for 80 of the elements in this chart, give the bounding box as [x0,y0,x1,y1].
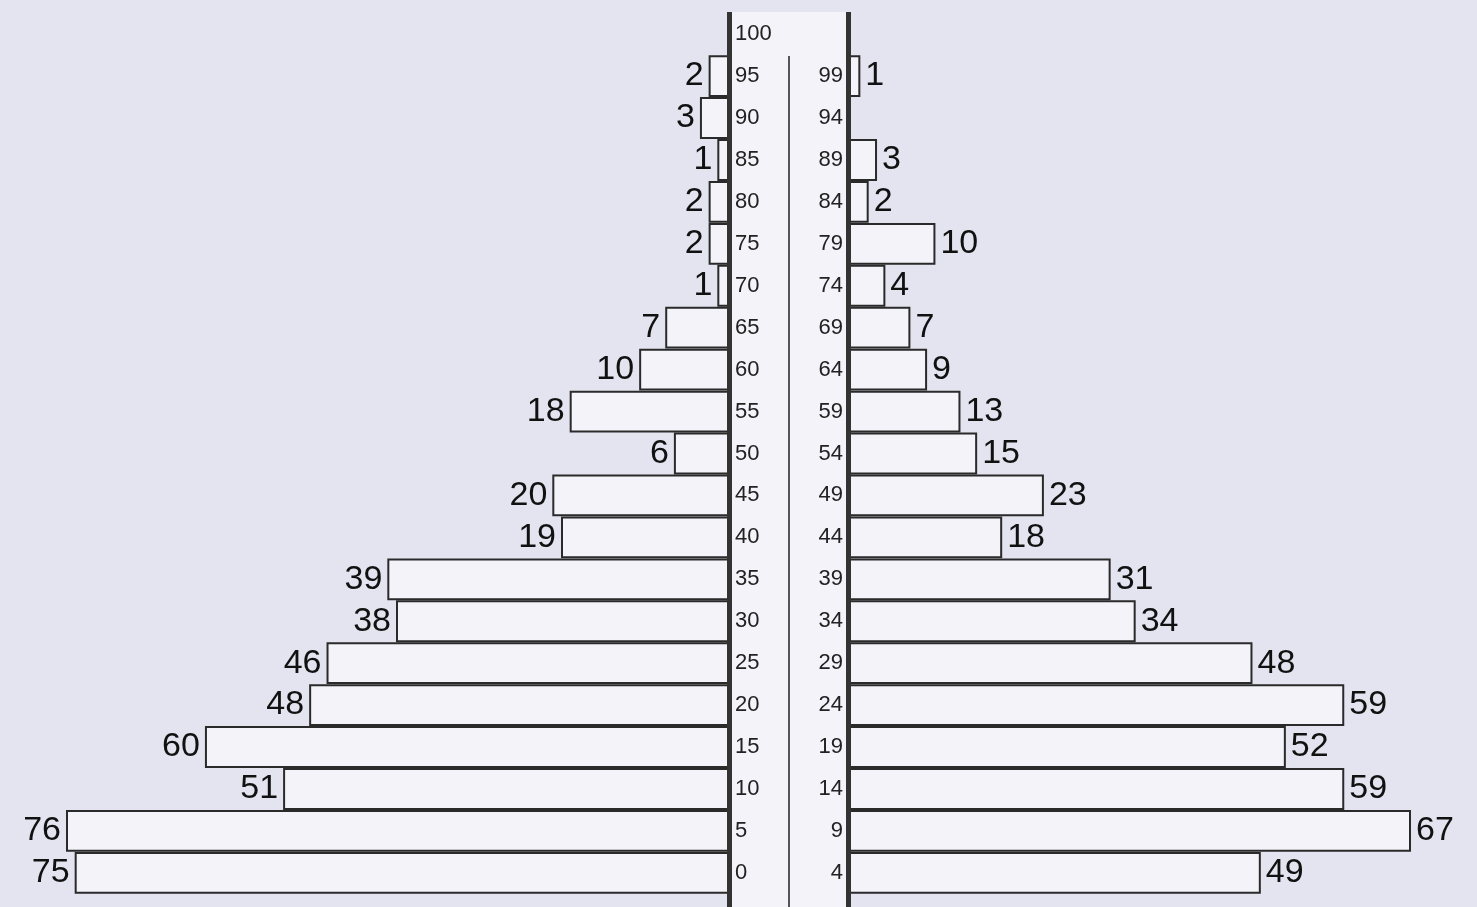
data-label: 10 [940,222,979,261]
y-tick-label: 34 [818,607,843,633]
y-tick-label: 95 [735,62,760,88]
data-label: 48 [266,683,305,722]
y-tick-label: 30 [735,607,760,633]
y-tick-label: 100 [735,20,772,46]
data-label: 76 [23,809,61,848]
y-tick-label: 59 [818,397,843,423]
y-tick-label: 84 [818,187,843,213]
data-label: 2 [873,180,893,219]
data-label: 18 [526,389,565,428]
y-tick-label: 79 [818,229,843,255]
y-tick-label: 55 [735,397,760,423]
y-tick-label: 14 [818,775,843,801]
data-label: 46 [283,641,322,680]
data-label: 18 [1007,515,1046,554]
data-label: 60 [162,725,200,764]
y-tick-label: 29 [818,649,843,675]
y-tick-label: 74 [818,271,843,297]
data-label: 31 [1115,557,1154,596]
y-tick-label: 44 [818,523,843,549]
data-label: 15 [982,431,1020,470]
data-label: 67 [1416,809,1454,848]
y-tick-label: 39 [818,565,843,591]
data-label: 3 [676,96,695,135]
data-label: 59 [1349,767,1388,806]
y-tick-label: 50 [735,439,760,465]
data-label: 2 [684,180,704,219]
data-label: 2 [684,222,704,261]
data-label: 59 [1349,683,1388,722]
y-tick-label: 70 [735,271,760,297]
y-tick-label: 10 [735,775,760,801]
data-label: 7 [641,306,661,345]
data-label: 2 [684,54,704,93]
data-label: 49 [1265,851,1304,890]
y-tick-label: 89 [818,146,843,172]
y-tick-label: 35 [735,565,760,591]
data-label: 23 [1048,473,1087,512]
y-tick-label: 5 [735,816,748,842]
y-tick-label: 49 [818,481,843,507]
data-label: 4 [890,264,910,303]
data-label: 9 [932,348,952,387]
data-label: 19 [518,515,556,554]
y-tick-label: 15 [735,733,760,759]
data-label: 10 [596,348,635,387]
y-tick-label: 20 [735,691,760,717]
y-tick-label: 99 [818,62,843,88]
y-tick-label: 24 [818,691,843,717]
data-label: 38 [353,599,391,638]
y-tick-label: 9 [830,816,843,842]
y-tick-label: 94 [818,104,843,130]
y-tick-label: 54 [818,439,843,465]
y-tick-label: 85 [735,146,760,172]
data-label: 52 [1290,725,1329,764]
y-tick-label: 60 [735,355,760,381]
y-tick-label: 80 [735,187,760,213]
y-tick-label: 65 [735,313,760,339]
y-tick-label: 64 [818,355,843,381]
data-label: 3 [882,138,901,177]
data-label: 39 [344,557,383,596]
data-label: 7 [915,306,935,345]
data-label: 13 [965,389,1004,428]
y-tick-label: 40 [735,523,760,549]
data-label: 48 [1257,641,1296,680]
data-label: 1 [865,54,885,93]
y-tick-label: 19 [818,733,843,759]
y-tick-label: 0 [735,858,748,884]
data-label: 34 [1140,599,1179,638]
y-tick-label: 4 [830,858,843,884]
data-label: 1 [693,138,713,177]
y-tick-label: 25 [735,649,760,675]
data-label: 6 [649,431,669,470]
data-label: 51 [240,767,279,806]
y-tick-label: 75 [735,229,760,255]
data-label: 75 [31,851,70,890]
y-tick-label: 45 [735,481,760,507]
data-label: 1 [693,264,713,303]
y-tick-label: 90 [735,104,760,130]
data-label: 20 [509,473,548,512]
y-tick-label: 69 [818,313,843,339]
